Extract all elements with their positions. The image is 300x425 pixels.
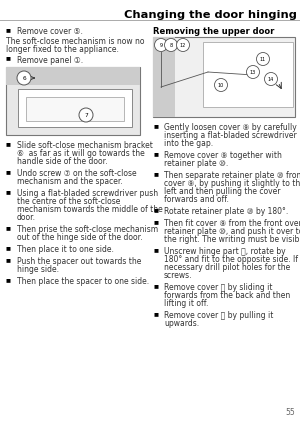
- Text: ■: ■: [6, 189, 11, 194]
- Circle shape: [154, 39, 167, 51]
- Text: upwards.: upwards.: [164, 319, 199, 328]
- Bar: [153, 37, 175, 117]
- Text: Push the spacer out towards the: Push the spacer out towards the: [17, 257, 141, 266]
- Text: Remove cover ⑫ by sliding it: Remove cover ⑫ by sliding it: [164, 283, 272, 292]
- Text: 6: 6: [22, 76, 26, 80]
- Text: Then prise the soft-close mechanism: Then prise the soft-close mechanism: [17, 225, 158, 234]
- Text: ■: ■: [6, 225, 11, 230]
- Text: ■: ■: [6, 277, 11, 282]
- Text: cover ⑨, by pushing it slightly to the: cover ⑨, by pushing it slightly to the: [164, 179, 300, 188]
- Bar: [26, 97, 124, 121]
- Bar: [18, 89, 132, 127]
- Text: screws.: screws.: [164, 271, 193, 280]
- Text: Remove cover ⑨ together with: Remove cover ⑨ together with: [164, 151, 282, 160]
- Text: Rotate retainer plate ⑩ by 180°.: Rotate retainer plate ⑩ by 180°.: [164, 207, 288, 216]
- Text: mechanism and the spacer.: mechanism and the spacer.: [17, 177, 123, 186]
- Text: door.: door.: [17, 213, 36, 222]
- Text: Removing the upper door: Removing the upper door: [153, 27, 274, 36]
- Text: ■: ■: [6, 56, 11, 60]
- Circle shape: [256, 53, 269, 65]
- Text: Changing the door hinging: Changing the door hinging: [124, 10, 297, 20]
- Text: ⑥  as far as it will go towards the: ⑥ as far as it will go towards the: [17, 149, 145, 158]
- Text: ■: ■: [6, 169, 11, 174]
- Text: Remove panel ①.: Remove panel ①.: [17, 56, 83, 65]
- Text: lifting it off.: lifting it off.: [164, 299, 208, 308]
- Text: the right. The writing must be visible.: the right. The writing must be visible.: [164, 235, 300, 244]
- Text: Gently loosen cover ⑨ by carefully: Gently loosen cover ⑨ by carefully: [164, 123, 297, 132]
- Text: Using a flat-bladed screwdriver push: Using a flat-bladed screwdriver push: [17, 189, 158, 198]
- Text: 13: 13: [250, 70, 256, 74]
- Circle shape: [17, 71, 31, 85]
- Text: left and then pulling the cover: left and then pulling the cover: [164, 187, 280, 196]
- Text: ■: ■: [153, 219, 158, 224]
- Text: The soft-close mechanism is now no: The soft-close mechanism is now no: [6, 37, 145, 45]
- Text: 14: 14: [268, 76, 274, 82]
- Text: Remove cover ⑤.: Remove cover ⑤.: [17, 27, 83, 36]
- Text: ■: ■: [6, 257, 11, 262]
- Text: longer fixed to the appliance.: longer fixed to the appliance.: [6, 45, 119, 54]
- Text: Then place the spacer to one side.: Then place the spacer to one side.: [17, 277, 149, 286]
- Circle shape: [164, 39, 178, 51]
- Text: ■: ■: [153, 207, 158, 212]
- Text: ■: ■: [153, 171, 158, 176]
- Text: Remove cover ⑬ by pulling it: Remove cover ⑬ by pulling it: [164, 311, 273, 320]
- Text: 10: 10: [218, 82, 224, 88]
- Text: 180° and fit to the opposite side. If: 180° and fit to the opposite side. If: [164, 255, 298, 264]
- Circle shape: [265, 73, 278, 85]
- Text: 11: 11: [260, 57, 266, 62]
- Text: ■: ■: [153, 247, 158, 252]
- Text: Then place it to one side.: Then place it to one side.: [17, 245, 114, 254]
- Text: retainer plate ⑩.: retainer plate ⑩.: [164, 159, 228, 168]
- Text: forwards and off.: forwards and off.: [164, 195, 229, 204]
- Text: ■: ■: [153, 283, 158, 288]
- Text: ■: ■: [153, 151, 158, 156]
- Bar: [153, 37, 295, 117]
- Text: ■: ■: [6, 245, 11, 250]
- Bar: [6, 67, 140, 85]
- Text: 12: 12: [180, 42, 186, 48]
- Text: ■: ■: [6, 27, 11, 32]
- Text: 9: 9: [160, 42, 163, 48]
- Circle shape: [247, 65, 260, 79]
- Text: 7: 7: [84, 113, 88, 117]
- Text: ■: ■: [153, 123, 158, 128]
- Text: Then separate retainer plate ⑩ from: Then separate retainer plate ⑩ from: [164, 171, 300, 180]
- Text: Undo screw ⑦ on the soft-close: Undo screw ⑦ on the soft-close: [17, 169, 136, 178]
- Text: hinge side.: hinge side.: [17, 265, 59, 274]
- Text: mechanism towards the middle of the: mechanism towards the middle of the: [17, 205, 163, 214]
- Text: into the gap.: into the gap.: [164, 139, 213, 148]
- Text: ■: ■: [153, 311, 158, 316]
- Text: out of the hinge side of the door.: out of the hinge side of the door.: [17, 233, 142, 242]
- Circle shape: [214, 79, 227, 91]
- Text: Unscrew hinge part ⑪, rotate by: Unscrew hinge part ⑪, rotate by: [164, 247, 286, 256]
- Text: retainer plate ⑩, and push it over to: retainer plate ⑩, and push it over to: [164, 227, 300, 236]
- Bar: [203, 42, 293, 107]
- Text: inserting a flat-bladed screwdriver: inserting a flat-bladed screwdriver: [164, 131, 297, 140]
- Text: Slide soft-close mechanism bracket: Slide soft-close mechanism bracket: [17, 141, 153, 150]
- Bar: [6, 67, 140, 135]
- Text: 55: 55: [285, 408, 295, 417]
- Circle shape: [79, 108, 93, 122]
- Text: Then fit cover ⑨ from the front over: Then fit cover ⑨ from the front over: [164, 219, 300, 228]
- Text: necessary drill pilot holes for the: necessary drill pilot holes for the: [164, 263, 290, 272]
- Text: 8: 8: [169, 42, 172, 48]
- Text: ■: ■: [6, 141, 11, 146]
- Circle shape: [176, 39, 190, 51]
- Text: the centre of the soft-close: the centre of the soft-close: [17, 197, 120, 206]
- Text: forwards from the back and then: forwards from the back and then: [164, 291, 290, 300]
- Text: handle side of the door.: handle side of the door.: [17, 157, 107, 166]
